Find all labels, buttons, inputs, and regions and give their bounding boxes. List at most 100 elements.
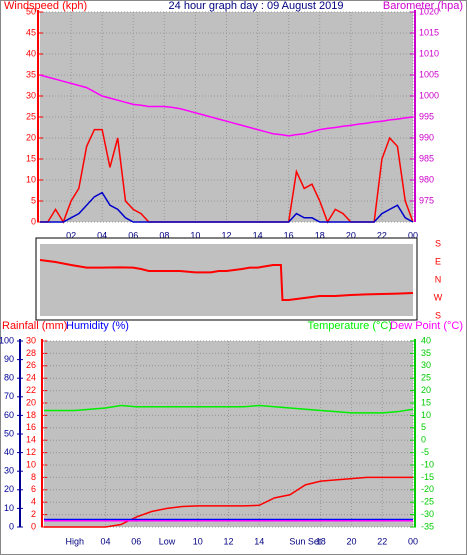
y2-tick-label: -20 bbox=[421, 484, 434, 494]
x-tick-label: 10 bbox=[193, 536, 203, 546]
plot-area bbox=[40, 244, 413, 316]
legend-label: Temperature (°C) bbox=[308, 320, 392, 332]
y2-tick-label: 30 bbox=[421, 360, 431, 370]
y-tick-label: S bbox=[435, 310, 441, 320]
y-tick-label: 12 bbox=[26, 447, 36, 457]
y2-tick-label: -30 bbox=[421, 509, 434, 519]
y-tick-label: 5 bbox=[31, 195, 36, 205]
annotation: High bbox=[65, 536, 84, 546]
x-tick-label: 00 bbox=[408, 536, 418, 546]
y3-tick-label: 100 bbox=[0, 335, 14, 345]
x-tick-label: 08 bbox=[159, 230, 169, 240]
x-tick-label: 12 bbox=[221, 230, 231, 240]
x-tick-label: 14 bbox=[254, 536, 264, 546]
annotation: Sun Set bbox=[289, 536, 322, 546]
y-tick-label: 20 bbox=[26, 397, 36, 407]
x-tick-label: 20 bbox=[346, 230, 356, 240]
x-tick-label: 14 bbox=[253, 230, 263, 240]
y2-tick-label: 10 bbox=[421, 410, 431, 420]
series-line bbox=[39, 74, 414, 137]
legend-label: Humidity (%) bbox=[66, 320, 129, 332]
y-tick-label: 18 bbox=[26, 410, 36, 420]
y-tick-label: 50 bbox=[26, 6, 36, 16]
y2-tick-label: 1010 bbox=[419, 48, 439, 58]
x-tick-label: 10 bbox=[190, 230, 200, 240]
y-tick-label: 35 bbox=[26, 69, 36, 79]
y-tick-label: 24 bbox=[26, 373, 36, 383]
y3-tick-label: 40 bbox=[4, 447, 14, 457]
y2-tick-label: 980 bbox=[419, 174, 434, 184]
y-tick-label: 6 bbox=[31, 484, 36, 494]
y-tick-label: 45 bbox=[26, 27, 36, 37]
y3-tick-label: 60 bbox=[4, 410, 14, 420]
y-tick-label: 30 bbox=[26, 90, 36, 100]
x-tick-label: 18 bbox=[315, 230, 325, 240]
y-tick-label: 22 bbox=[26, 385, 36, 395]
y-tick-label: 26 bbox=[26, 360, 36, 370]
y2-tick-label: 40 bbox=[421, 335, 431, 345]
y2-tick-label: 20 bbox=[421, 385, 431, 395]
y-tick-label: 15 bbox=[26, 153, 36, 163]
y2-tick-label: -35 bbox=[421, 521, 434, 531]
y-tick-label: 2 bbox=[31, 509, 36, 519]
y2-tick-label: 25 bbox=[421, 373, 431, 383]
series-line bbox=[39, 259, 414, 301]
y-tick-label: N bbox=[435, 274, 442, 284]
y-tick-label: E bbox=[435, 256, 441, 266]
series-line bbox=[44, 404, 414, 414]
y-tick-label: S bbox=[435, 238, 441, 248]
y-tick-label: 25 bbox=[26, 111, 36, 121]
series-line bbox=[40, 191, 414, 223]
y2-tick-label: 990 bbox=[419, 132, 434, 142]
y2-tick-label: -10 bbox=[421, 459, 434, 469]
y2-tick-label: 985 bbox=[419, 153, 434, 163]
y2-tick-label: -25 bbox=[421, 497, 434, 507]
y2-tick-label: 1015 bbox=[419, 27, 439, 37]
y3-tick-label: 80 bbox=[4, 373, 14, 383]
y-tick-label: 14 bbox=[26, 435, 36, 445]
y2-tick-label: 975 bbox=[419, 195, 434, 205]
y2-tick-label: 1000 bbox=[419, 90, 439, 100]
y-tick-label: 28 bbox=[26, 348, 36, 358]
y2-tick-label: -15 bbox=[421, 472, 434, 482]
y2-tick-label: 35 bbox=[421, 348, 431, 358]
y-tick-label: 0 bbox=[31, 216, 36, 226]
y-tick-label: 30 bbox=[26, 335, 36, 345]
y-tick-label: 10 bbox=[26, 174, 36, 184]
annotation: Low bbox=[159, 536, 176, 546]
y3-tick-label: 90 bbox=[4, 354, 14, 364]
y2-tick-label: 1005 bbox=[419, 69, 439, 79]
x-tick-label: 12 bbox=[223, 536, 233, 546]
y2-axis-label: Barometer (hpa) bbox=[383, 0, 463, 12]
y-axis-label: Windspeed (kph) bbox=[4, 0, 87, 12]
y3-tick-label: 10 bbox=[4, 503, 14, 513]
y2-tick-label: 995 bbox=[419, 111, 434, 121]
y-tick-label: 8 bbox=[31, 472, 36, 482]
y-tick-label: 20 bbox=[26, 132, 36, 142]
x-tick-label: 22 bbox=[377, 230, 387, 240]
y3-tick-label: 50 bbox=[4, 428, 14, 438]
series-line bbox=[44, 476, 413, 528]
y-tick-label: 4 bbox=[31, 497, 36, 507]
x-tick-label: 22 bbox=[377, 536, 387, 546]
y3-tick-label: 20 bbox=[4, 484, 14, 494]
x-tick-label: 06 bbox=[128, 230, 138, 240]
legend-label: Dew Point (°C) bbox=[390, 320, 463, 332]
x-tick-label: 06 bbox=[131, 536, 141, 546]
y2-tick-label: 15 bbox=[421, 397, 431, 407]
x-tick-label: 16 bbox=[284, 230, 294, 240]
y2-tick-label: 0 bbox=[421, 435, 426, 445]
y3-tick-label: 30 bbox=[4, 466, 14, 476]
y2-tick-label: 1020 bbox=[419, 6, 439, 16]
y-tick-label: W bbox=[434, 292, 443, 302]
x-tick-label: 04 bbox=[100, 536, 110, 546]
y2-tick-label: -5 bbox=[421, 447, 429, 457]
x-tick-label: 02 bbox=[66, 230, 76, 240]
y-tick-label: 10 bbox=[26, 459, 36, 469]
y-tick-label: 40 bbox=[26, 48, 36, 58]
x-tick-label: 18 bbox=[316, 536, 326, 546]
legend-label: Rainfall (mm) bbox=[2, 320, 67, 332]
y3-tick-label: 0 bbox=[9, 521, 14, 531]
x-tick-label: 04 bbox=[97, 230, 107, 240]
